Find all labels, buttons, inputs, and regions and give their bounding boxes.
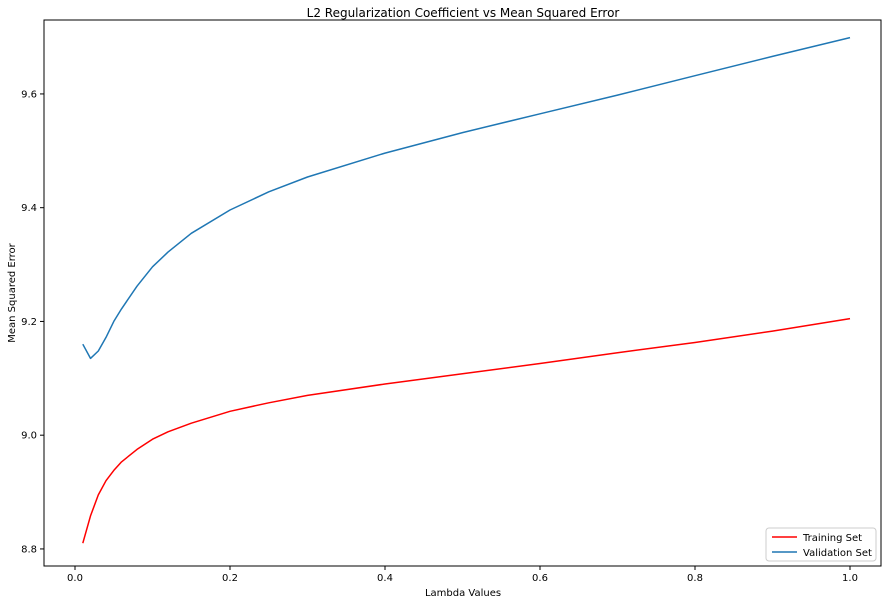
x-axis-label: Lambda Values (425, 588, 501, 599)
series-line-training-set (82, 317, 851, 544)
y-tick-label: 9.4 (21, 203, 37, 214)
plot-frame (43, 19, 882, 567)
series-line-validation-set (82, 36, 851, 360)
x-tick-label: 0.2 (222, 573, 238, 584)
legend-label-validation: Validation Set (803, 548, 872, 559)
y-axis-label: Mean Squared Error (7, 242, 18, 342)
y-tick-label: 8.8 (21, 544, 37, 555)
y-tick-label: 9.2 (21, 317, 37, 328)
x-tick-label: 0.4 (377, 573, 393, 584)
axis-ticks: 0.0 0.2 0.4 0.6 0.8 1.0 8.8 9.0 9.2 9.4 9.6 (21, 89, 858, 584)
y-tick-label: 9.0 (21, 431, 37, 442)
chart-title: L2 Regularization Coefficient vs Mean Sq… (307, 6, 620, 20)
y-tick-label: 9.6 (21, 89, 37, 100)
x-tick-label: 0.8 (687, 573, 703, 584)
x-tick-label: 1.0 (842, 573, 858, 584)
legend: Training Set Validation Set (765, 527, 877, 562)
x-tick-label: 0.6 (532, 573, 548, 584)
plot-lines (82, 36, 851, 544)
legend-label-training: Training Set (802, 533, 862, 544)
x-tick-label: 0.0 (67, 573, 83, 584)
